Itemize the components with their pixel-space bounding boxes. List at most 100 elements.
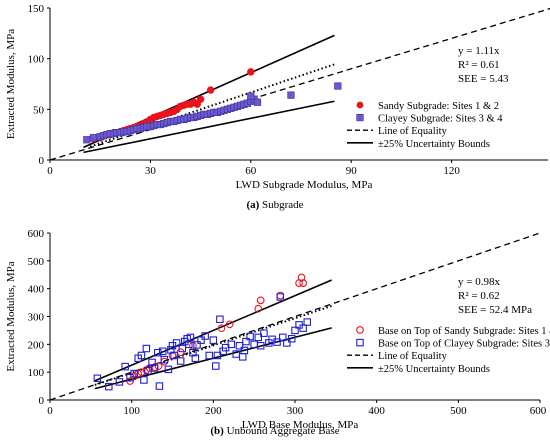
- y-tick-label: 300: [28, 312, 45, 324]
- data-point: [209, 336, 218, 344]
- legend-label: Sandy Subgrade: Sites 1 & 2: [378, 101, 499, 112]
- data-point: [287, 335, 296, 343]
- x-axis-title: LWD Subgrade Modulus, MPa: [236, 179, 373, 191]
- x-axis-title: LWD Base Modulus, MPa: [242, 419, 359, 431]
- data-point: [278, 333, 287, 342]
- data-point: [213, 351, 222, 360]
- data-point: [242, 337, 250, 346]
- data-point: [185, 340, 193, 349]
- y-tick-label: 500: [28, 256, 45, 268]
- y-axis-title: Extracted Modulus, MPa: [5, 29, 17, 139]
- data-point: [189, 348, 197, 357]
- x-tick-label: 600: [530, 405, 547, 417]
- x-tick-label: 120: [443, 165, 460, 177]
- data-point: [105, 382, 113, 391]
- x-tick-label: 200: [205, 405, 222, 417]
- y-tick-label: 50: [33, 104, 45, 116]
- data-point: [253, 98, 262, 106]
- data-point: [154, 348, 162, 357]
- series-2: [83, 82, 342, 144]
- y-tick-label: 200: [28, 339, 45, 351]
- data-point: [170, 351, 178, 360]
- data-point: [193, 341, 201, 349]
- x-tick-label: 400: [368, 405, 385, 417]
- data-point: [164, 365, 173, 374]
- data-point: [297, 273, 306, 282]
- caption-a: (a) Subgrade: [0, 199, 550, 211]
- data-point: [247, 68, 255, 76]
- data-point: [150, 364, 159, 372]
- data-point: [256, 341, 265, 350]
- y-tick-label: 100: [28, 54, 45, 66]
- x-tick-label: 100: [123, 405, 140, 417]
- x-tick-label: 300: [287, 405, 304, 417]
- data-point: [193, 100, 201, 108]
- data-point: [256, 296, 265, 305]
- legend-marker: [356, 326, 364, 334]
- data-point: [176, 357, 185, 365]
- data-point: [142, 344, 151, 353]
- data-point: [206, 86, 215, 94]
- y-tick-label: 0: [39, 395, 45, 407]
- y-tick-label: 100: [28, 367, 45, 379]
- chart-panel-a: 0 30 60 90 120 0 50 100 150 LWD Subgrade Modulus,…: [5, 3, 550, 191]
- data-point: [130, 369, 138, 378]
- x-tick-label: 500: [450, 405, 467, 417]
- data-point: [227, 340, 236, 349]
- data-point: [276, 293, 285, 301]
- line-25-uncertainty-bound: [94, 327, 332, 390]
- data-point: [191, 354, 200, 362]
- x-tick-label: 60: [245, 165, 257, 177]
- x-tick-label: 0: [47, 165, 53, 177]
- data-point: [89, 134, 98, 142]
- data-point: [178, 344, 187, 353]
- line-line-of-equality: [49, 232, 541, 401]
- data-point: [160, 355, 169, 364]
- legend-label: ±25% Uncertainty Bounds: [378, 364, 490, 375]
- stats-label: y = 1.11x: [458, 45, 500, 57]
- line-25-uncertainty-bound: [83, 100, 335, 154]
- data-point: [121, 362, 129, 371]
- data-point: [196, 95, 205, 103]
- data-point: [186, 333, 195, 342]
- legend-label: Base on Top of Clayey Subgrade: Sites 3 …: [378, 339, 550, 350]
- data-point: [225, 320, 234, 329]
- legend-marker: [356, 101, 364, 109]
- data-point: [158, 347, 167, 356]
- legend-label: Base on Top of Sandy Subgrade: Sites 1 &…: [378, 326, 550, 337]
- data-point: [216, 315, 224, 324]
- data-point: [287, 91, 295, 99]
- data-point: [238, 353, 247, 361]
- line-25-uncertainty-bound: [94, 279, 333, 382]
- line-fit: [94, 304, 333, 386]
- data-point: [93, 374, 102, 383]
- data-point: [246, 332, 254, 341]
- data-point: [334, 82, 342, 90]
- data-point: [201, 332, 209, 340]
- data-point: [83, 136, 91, 144]
- y-tick-label: 0: [39, 155, 45, 167]
- legend-label: Line of Equality: [378, 126, 448, 137]
- x-tick-label: 0: [47, 405, 53, 417]
- legend-label: Clayey Subgrade: Sites 3 & 4: [378, 114, 503, 125]
- data-point: [283, 339, 291, 347]
- legend-marker: [356, 114, 364, 122]
- caption-a-label: (a): [246, 199, 260, 211]
- y-tick-label: 400: [28, 284, 45, 296]
- data-point: [299, 324, 307, 332]
- data-point: [299, 279, 308, 287]
- x-tick-label: 90: [346, 165, 358, 177]
- data-point: [260, 329, 268, 337]
- data-point: [273, 338, 281, 346]
- chart-panel-b: 0 100 200 300 400 500 600 0 100 200 300 400 500 600 LW…: [5, 228, 550, 431]
- data-point: [197, 336, 205, 344]
- caption-b-label: (b): [210, 425, 224, 437]
- legend-marker: [356, 338, 364, 347]
- data-point: [172, 339, 181, 347]
- data-point: [115, 378, 124, 386]
- y-axis-title: Extracted Modulus, MPa: [5, 261, 17, 371]
- data-point: [303, 318, 311, 326]
- caption-a-text: Subgrade: [262, 199, 304, 211]
- line-fit: [89, 63, 335, 148]
